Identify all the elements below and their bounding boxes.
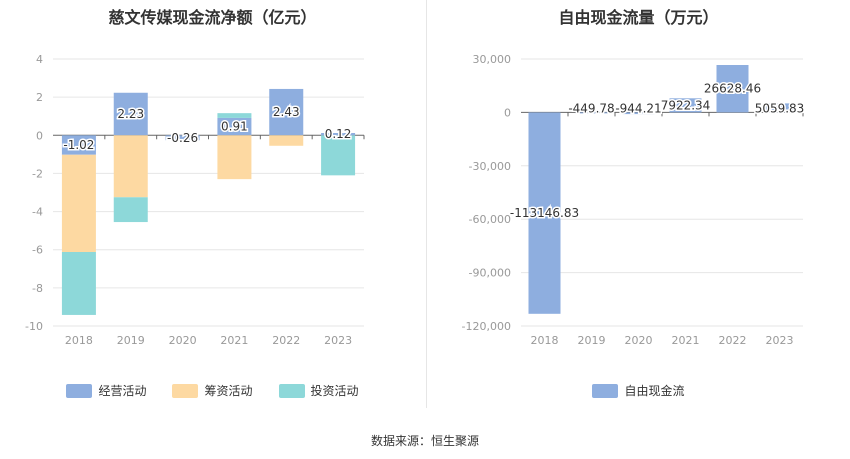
y-tick-label: 30,000 <box>473 53 512 66</box>
y-tick-label: -10 <box>25 320 43 333</box>
y-tick-label: 0 <box>36 129 43 142</box>
data-label: -1.02 <box>63 138 94 152</box>
bar[interactable] <box>165 135 200 141</box>
y-tick-label: -4 <box>32 206 43 219</box>
bar[interactable] <box>622 112 655 115</box>
bar[interactable] <box>669 98 702 113</box>
y-tick-label: 2 <box>36 91 43 104</box>
data-label: 2.23 <box>117 107 144 121</box>
legend-item[interactable]: 筹资活动 <box>172 382 253 399</box>
bar[interactable] <box>321 132 356 136</box>
legend: 自由现金流 <box>427 382 850 399</box>
y-tick-label: 4 <box>36 53 43 66</box>
panel-divider <box>426 0 427 408</box>
y-tick-label: -90,000 <box>469 267 511 280</box>
bar[interactable] <box>61 135 96 155</box>
x-tick-label: 2019 <box>117 334 145 347</box>
bar[interactable] <box>763 103 796 113</box>
data-source-label: 数据来源：恒生聚源 <box>370 434 479 448</box>
data-label: 2.43 <box>273 105 300 119</box>
y-tick-label: -2 <box>32 167 43 180</box>
data-label: 26628.46 <box>704 82 761 96</box>
bar[interactable] <box>113 92 148 136</box>
x-tick-label: 2019 <box>578 334 606 347</box>
data-label: 7922.34 <box>661 98 711 112</box>
legend-label: 投资活动 <box>310 384 359 398</box>
x-tick-label: 2020 <box>625 334 653 347</box>
x-tick-label: 2022 <box>272 334 300 347</box>
x-tick-label: 2021 <box>672 334 700 347</box>
bar[interactable] <box>269 135 304 146</box>
free-cash-flow-plot: 30,000 0 -30,000 -60,000 -90,000 -120,000 2018… <box>462 53 806 347</box>
net-cash-flow-plot: 4 2 0 -2 -4 -6 -8 -10 2018 2019 2020 2021 2022 2023 -1… <box>25 53 365 347</box>
legend-item[interactable]: 投资活动 <box>278 382 359 399</box>
bar[interactable] <box>217 117 252 136</box>
net-cash-flow-chart: 慈文传媒现金流净额（亿元） 4 2 0 -2 -4 -6 -8 -10 2018 2019 2020… <box>0 0 425 410</box>
legend-label: 经营活动 <box>98 384 147 398</box>
x-tick-label: 2023 <box>324 334 352 347</box>
x-tick-label: 2021 <box>220 334 248 347</box>
data-label: -449.78 <box>568 101 614 115</box>
y-tick-label: -8 <box>32 282 43 295</box>
chart-title: 慈文传媒现金流净额（亿元） <box>108 8 317 27</box>
free-cash-flow-chart: 自由现金流量（万元） 30,000 0 -30,000 -60,000 -90,000 -… <box>427 0 850 410</box>
x-tick-label: 2023 <box>766 334 794 347</box>
bar[interactable] <box>113 135 148 198</box>
data-label: -944.21 <box>615 101 661 115</box>
data-label: -113146.83 <box>510 206 579 220</box>
y-tick-label: -120,000 <box>462 320 511 333</box>
y-tick-label: 0 <box>504 106 511 119</box>
bar[interactable] <box>575 112 608 114</box>
y-tick-label: -6 <box>32 244 43 257</box>
data-label: 5059.83 <box>755 101 805 115</box>
y-tick-label: -60,000 <box>469 213 511 226</box>
x-tick-label: 2018 <box>65 334 93 347</box>
x-tick-label: 2018 <box>531 334 559 347</box>
legend-swatch <box>66 383 93 398</box>
legend-item[interactable]: 经营活动 <box>66 382 146 399</box>
bar[interactable] <box>528 112 561 314</box>
legend-swatch <box>172 383 199 398</box>
legend-label: 筹资活动 <box>204 384 253 398</box>
bar[interactable] <box>217 135 252 180</box>
legend-label: 自由现金流 <box>624 384 685 398</box>
bar[interactable] <box>716 65 749 113</box>
legend-swatch <box>278 383 305 398</box>
bar[interactable] <box>61 154 96 253</box>
y-tick-label: -30,000 <box>469 160 511 173</box>
chart-title: 自由现金流量（万元） <box>558 8 719 27</box>
legend-item[interactable]: 自由现金流 <box>592 382 685 399</box>
bar[interactable] <box>113 197 148 223</box>
x-tick-label: 2020 <box>169 334 197 347</box>
data-label: 0.91 <box>221 120 248 134</box>
bar[interactable] <box>269 88 304 136</box>
legend-swatch <box>592 383 619 398</box>
bar[interactable] <box>61 252 96 315</box>
bar[interactable] <box>217 113 252 118</box>
data-label: -0.26 <box>167 131 198 145</box>
x-tick-label: 2022 <box>719 334 747 347</box>
bar[interactable] <box>321 135 356 176</box>
data-label: 0.12 <box>325 127 352 141</box>
legend: 经营活动 筹资活动 投资活动 <box>0 382 425 399</box>
